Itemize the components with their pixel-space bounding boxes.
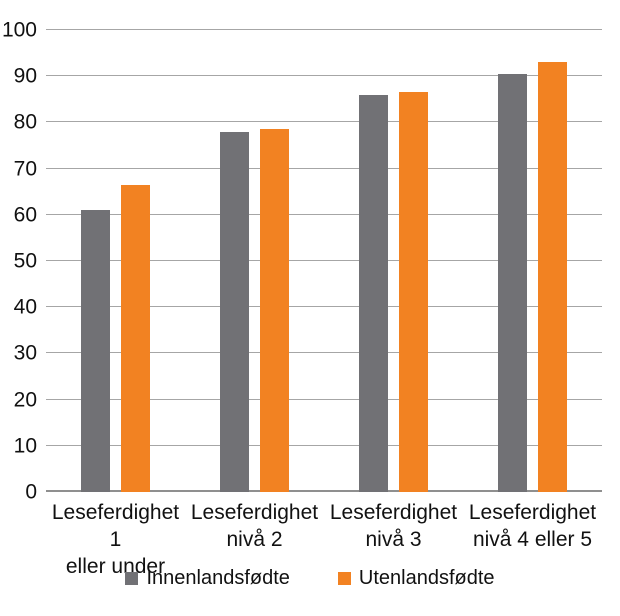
bar-group-3: [324, 30, 463, 492]
y-tick-label-70: 70: [13, 157, 37, 181]
legend-label: Utenlandsfødte: [358, 567, 495, 589]
bar-group-4: [463, 30, 602, 492]
gridline-y100: [46, 29, 602, 30]
gridline-y90: [46, 75, 602, 77]
y-tick-label-40: 40: [13, 295, 37, 319]
bar-innenlandsfødte-group-1: [81, 210, 110, 492]
y-tick-label-30: 30: [13, 341, 37, 365]
bar-utenlandsfødte-group-3: [399, 92, 428, 492]
y-tick-label-100: 100: [1, 18, 37, 42]
bar-innenlandsfødte-group-4: [498, 73, 527, 492]
legend-item-utenlandsfødte: Utenlandsfødte: [337, 567, 495, 590]
category-label-3: Leseferdighet nivå 3: [329, 501, 458, 551]
x-axis-category-labels: Leseferdighet 1 eller under Leseferdighet…: [46, 499, 602, 580]
plot-area: 0 10 20 30 40 50 60 70 80 90 100: [2, 20, 602, 503]
gridline-y40: [46, 306, 602, 308]
y-tick-label-80: 80: [13, 110, 37, 134]
y-tick-label-90: 90: [13, 64, 37, 88]
gridline-y50: [46, 260, 602, 261]
category-label-4: Leseferdighet nivå 4 eller 5: [468, 501, 597, 551]
gridline-y0: [46, 490, 602, 492]
legend-swatch-icon: [125, 572, 139, 585]
legend-label: Innenlandsfødte: [146, 567, 290, 589]
legend: Innenlandsfødte Utenlandsfødte: [0, 567, 620, 590]
gridline-y10: [46, 444, 602, 446]
y-tick-label-50: 50: [13, 249, 37, 273]
category-label-1: Leseferdighet 1 eller under: [51, 501, 180, 578]
gridline-y30: [46, 352, 602, 354]
legend-swatch-icon: [337, 572, 351, 585]
bar-group-1: [46, 30, 185, 492]
y-tick-label-20: 20: [13, 388, 37, 412]
bar-innenlandsfødte-group-3: [359, 94, 388, 492]
category-label-2: Leseferdighet nivå 2: [190, 501, 319, 551]
gridline-y20: [46, 398, 602, 400]
bar-innenlandsfødte-group-2: [220, 131, 249, 492]
y-tick-label-0: 0: [25, 480, 37, 504]
bars-layer: [46, 30, 602, 492]
gridline-y60: [46, 213, 602, 215]
bar-utenlandsfødte-group-1: [121, 184, 150, 492]
legend-item-innenlandsfødte: Innenlandsfødte: [125, 567, 290, 590]
y-tick-label-10: 10: [13, 434, 37, 458]
gridline-y80: [46, 121, 602, 123]
bar-group-2: [185, 30, 324, 492]
bar-utenlandsfødte-group-2: [260, 129, 289, 492]
y-tick-label-60: 60: [13, 203, 37, 227]
gridline-y70: [46, 167, 602, 169]
bar-utenlandsfødte-group-4: [538, 62, 567, 492]
